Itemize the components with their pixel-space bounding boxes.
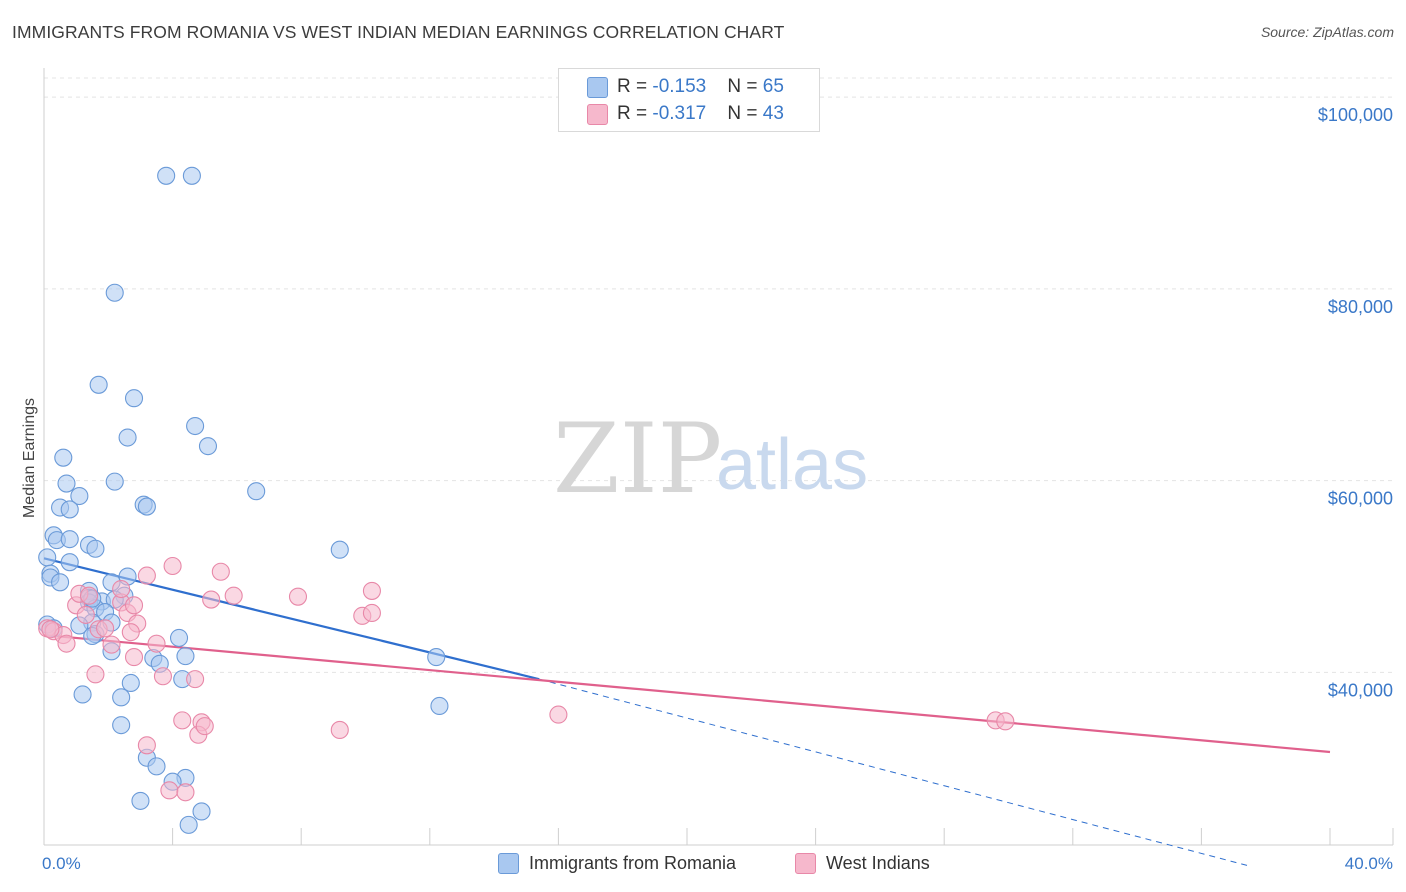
data-point-romania (169, 628, 189, 647)
watermark-atlas: atlas (716, 425, 868, 505)
legend-n-value: 43 (762, 103, 784, 124)
legend-r-label: R = (617, 103, 653, 124)
data-point-west-indians (57, 634, 76, 653)
data-point-romania (131, 791, 150, 810)
data-point-romania (60, 553, 79, 572)
bottom-legend-label-romania: Immigrants from Romania (529, 853, 737, 873)
data-point-romania (70, 486, 89, 506)
y-tick-label: $40,000 (1328, 680, 1393, 700)
trend-line-extension (538, 678, 1250, 867)
watermark-zip: ZIP (553, 403, 722, 515)
x-tick-label: 0.0% (42, 854, 81, 873)
trend-lines (43, 557, 1331, 867)
data-point-romania (89, 375, 108, 394)
data-point-romania (105, 472, 124, 491)
data-point-west-indians (124, 596, 144, 615)
data-point-romania (73, 685, 92, 704)
data-point-west-indians (173, 711, 192, 730)
source-label: Source: ZipAtlas.com (1260, 24, 1394, 40)
data-point-romania (60, 500, 79, 519)
data-point-romania (124, 389, 144, 408)
data-point-west-indians (211, 562, 230, 581)
data-point-west-indians (186, 670, 205, 689)
data-point-west-indians (549, 705, 568, 724)
y-tick-labels: $40,000 $60,000 $80,000 $100,000 (1318, 105, 1393, 700)
data-point-romania (54, 448, 73, 467)
legend-swatch-romania (587, 77, 608, 98)
data-point-west-indians (41, 620, 60, 639)
data-point-west-indians (195, 717, 214, 736)
legend-n-value: 65 (762, 76, 784, 97)
data-point-west-indians (224, 586, 243, 605)
trend-line-west-indians (43, 633, 1331, 754)
data-point-west-indians (362, 603, 381, 623)
data-point-west-indians (79, 586, 99, 605)
legend-r-value: -0.317 (652, 103, 707, 124)
data-point-romania (51, 573, 70, 592)
legend-n-label: N = (727, 103, 763, 124)
data-point-romania (179, 815, 198, 834)
data-point-west-indians (124, 648, 144, 667)
data-point-west-indians (137, 736, 156, 755)
legend-swatch-west-indians (587, 104, 608, 125)
x-tick-label: 40.0% (1345, 854, 1393, 873)
correlation-legend: R = -0.153 N = 65 R = -0.317 N = 43 (558, 68, 820, 132)
data-point-romania (182, 166, 201, 185)
grid-lines (44, 77, 1393, 673)
data-point-west-indians (112, 579, 131, 599)
data-point-west-indians (153, 667, 173, 686)
data-point-romania (57, 474, 76, 493)
data-point-west-indians (147, 634, 166, 653)
legend-r-label: R = (617, 76, 653, 97)
data-point-romania (147, 757, 166, 776)
data-point-romania (247, 482, 266, 501)
data-point-romania (157, 166, 176, 185)
data-point-romania (38, 548, 57, 567)
data-point-romania (198, 437, 218, 456)
data-point-west-indians (96, 619, 115, 638)
data-point-romania (330, 540, 349, 559)
data-point-romania (121, 673, 140, 693)
data-point-west-indians (76, 605, 95, 624)
data-point-west-indians (163, 556, 182, 576)
data-point-west-indians (121, 623, 140, 642)
data-point-romania (176, 647, 195, 666)
data-point-west-indians (176, 783, 195, 802)
data-point-romania (186, 416, 205, 436)
y-axis-label: Median Earnings (21, 398, 38, 518)
y-tick-label: $100,000 (1318, 105, 1393, 125)
bottom-legend-label-west-indians: West Indians (826, 853, 930, 873)
data-point-romania (86, 539, 105, 558)
data-point-romania (60, 530, 79, 549)
data-point-romania (137, 497, 156, 516)
data-point-west-indians (330, 720, 349, 740)
data-point-romania (192, 802, 211, 821)
chart-title: IMMIGRANTS FROM ROMANIA VS WEST INDIAN M… (12, 22, 785, 42)
data-point-romania (112, 688, 131, 707)
legend-n-label: N = (727, 76, 763, 97)
data-point-romania (112, 716, 131, 735)
data-points (38, 166, 1015, 834)
x-tick-labels: 0.0% 40.0% (42, 854, 1393, 873)
data-point-romania (105, 283, 124, 302)
y-tick-label: $60,000 (1328, 489, 1393, 509)
data-point-west-indians (86, 665, 105, 684)
data-point-west-indians (160, 781, 179, 800)
data-point-west-indians (362, 581, 381, 600)
bottom-legend-swatch-west-indians (795, 853, 816, 874)
data-point-west-indians (202, 590, 221, 609)
data-point-west-indians (102, 635, 121, 654)
legend-r-value: -0.153 (652, 76, 707, 97)
data-point-romania (427, 648, 446, 667)
data-point-west-indians (288, 587, 308, 606)
y-tick-label: $80,000 (1328, 297, 1393, 317)
data-point-romania (118, 428, 137, 447)
data-point-romania (430, 696, 449, 716)
data-point-west-indians (137, 566, 156, 585)
data-point-west-indians (996, 712, 1015, 731)
bottom-legend-swatch-romania (498, 853, 519, 874)
